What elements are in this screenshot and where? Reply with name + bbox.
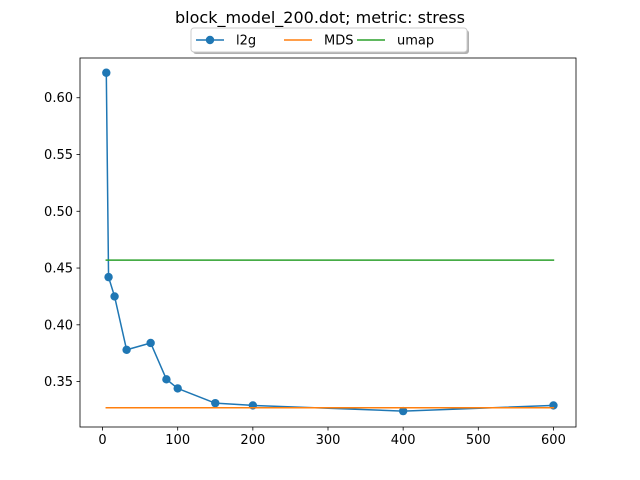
x-tick-label: 0 (98, 433, 106, 448)
data-point-l2g (162, 375, 171, 384)
y-tick-label: 0.40 (44, 318, 73, 333)
x-tick-label: 600 (541, 433, 566, 448)
data-point-l2g (122, 345, 131, 354)
y-tick-label: 0.55 (44, 148, 73, 163)
legend: l2g MDS umap (190, 27, 469, 54)
x-tick-label: 300 (316, 433, 341, 448)
legend-label-mds: MDS (324, 34, 353, 49)
y-tick-label: 0.35 (44, 375, 73, 390)
data-point-l2g (398, 406, 408, 416)
x-tick-label: 100 (165, 433, 190, 448)
y-tick-label: 0.50 (44, 205, 73, 220)
x-tick-label: 200 (240, 433, 265, 448)
data-point-l2g (146, 338, 155, 348)
data-point-l2g (110, 292, 119, 301)
x-tick-label: 400 (391, 433, 416, 448)
legend-label-l2g: l2g (236, 34, 256, 49)
data-point-l2g (102, 68, 111, 77)
data-point-l2g (211, 398, 220, 408)
data-point-l2g (173, 384, 182, 393)
x-tick-label: 500 (466, 433, 491, 448)
legend-box (190, 27, 468, 53)
axes-layer: 0 100 200 300 400 500 600 0.35 0.40 0.45 0.50 0.55 0… (44, 57, 577, 448)
y-tick-label: 0.60 (44, 91, 73, 106)
legend-label-umap: umap (397, 34, 434, 49)
data-point-l2g (104, 272, 113, 282)
chart-title: block_model_200.dot; metric: stress (175, 8, 465, 28)
series-layer (102, 68, 558, 416)
legend-marker-l2g (205, 35, 215, 45)
y-tick-label: 0.45 (44, 262, 73, 277)
